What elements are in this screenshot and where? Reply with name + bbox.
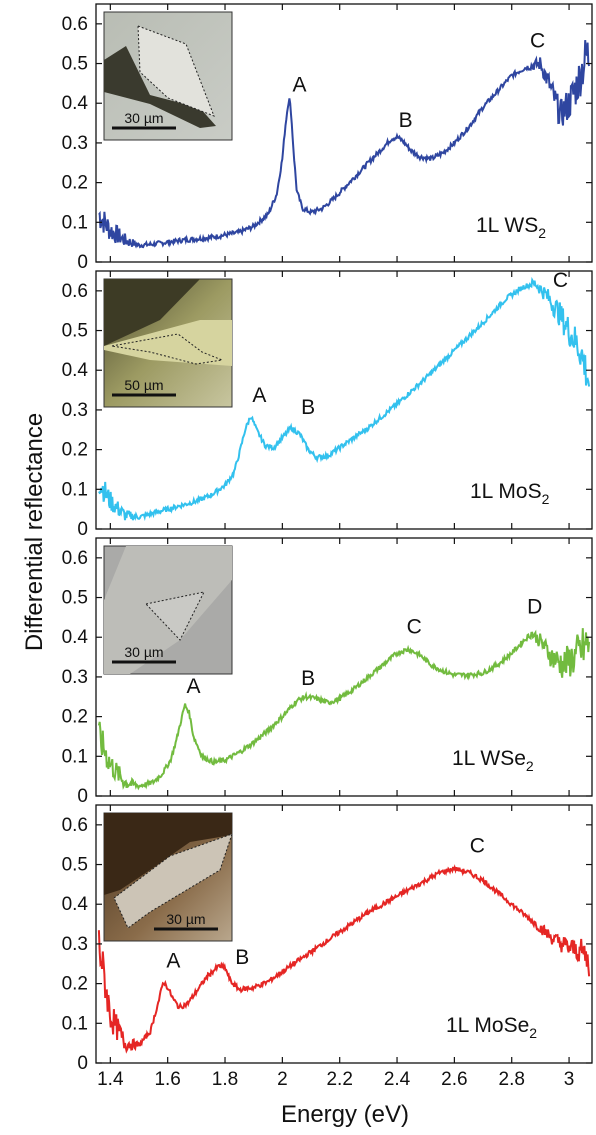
x-tick-label: 2.6 [441, 1069, 467, 1090]
series-line-mos2 [98, 276, 591, 522]
inset-micrograph: 30 µm [103, 11, 233, 141]
series-line-ws2 [98, 40, 591, 249]
y-axis-title: Differential reflectance [21, 413, 48, 651]
x-tick-label: 1.8 [212, 1069, 238, 1090]
inset-micrograph: 30 µm [103, 812, 233, 942]
x-tick-label: 2.8 [499, 1069, 525, 1090]
y-tick-label: 0.6 [62, 281, 88, 302]
y-tick-label: 0 [77, 1053, 88, 1074]
y-tick-label: 0.3 [62, 133, 88, 154]
y-tick-label: 0.5 [62, 54, 88, 75]
y-tick-label: 0.2 [62, 707, 88, 728]
x-tick-label: 1.6 [154, 1069, 180, 1090]
inset-micrograph: 30 µm [103, 545, 233, 675]
peak-label-d: D [527, 595, 542, 618]
sample-label: 1L MoSe2 [446, 1014, 537, 1041]
y-tick-label: 0.1 [62, 479, 88, 500]
y-tick-label: 0.4 [62, 360, 89, 381]
x-tick-label: 2.4 [384, 1069, 411, 1090]
y-tick-label: 0.1 [62, 212, 88, 233]
sample-label: 1L WSe2 [452, 747, 534, 774]
x-tick-label: 2.2 [326, 1069, 352, 1090]
peak-label-c: C [530, 30, 545, 53]
x-axis-title: Energy (eV) [281, 1101, 409, 1128]
y-tick-label: 0.3 [62, 400, 88, 421]
scale-bar-label: 30 µm [166, 911, 205, 927]
sample-label: 1L WS2 [476, 214, 546, 241]
y-tick-label: 0 [77, 519, 88, 540]
panel-frame [95, 270, 593, 530]
peak-label-c: C [553, 269, 568, 292]
y-tick-label: 0.6 [62, 14, 88, 35]
sample-label: 1L MoS2 [470, 480, 550, 507]
peak-label-a: A [166, 950, 180, 973]
y-tick-label: 0.5 [62, 588, 88, 609]
y-tick-label: 0 [77, 252, 88, 273]
panel-mos2: 50 µm 0 0.1 0.2 0.3 0.4 0.5 0.6 A B C 1L MoS2 [62, 269, 593, 540]
scale-bar-label: 30 µm [124, 110, 163, 126]
peak-label-a: A [293, 73, 307, 96]
y-tick-label: 0.3 [62, 934, 88, 955]
panel-mose2: 30 µm 0 0.1 0.2 0.3 0.4 0.5 0.6 A B C 1L MoSe2 1… [62, 804, 593, 1090]
x-tick-label: 1.4 [97, 1069, 124, 1090]
peak-label-c: C [470, 835, 485, 858]
y-tick-label: 0.2 [62, 173, 88, 194]
y-tick-label: 0.4 [62, 894, 89, 915]
y-tick-label: 0.2 [62, 440, 88, 461]
y-tick-label: 0.6 [62, 815, 88, 836]
panel-ws2: 30 µm 0 0.1 0.2 0.3 0.4 0.5 0.6 A B C 1L WS2 [62, 3, 593, 273]
scale-bar-label: 50 µm [124, 377, 163, 393]
y-tick-label: 0.1 [62, 1013, 88, 1034]
xlabel-group: Energy (eV) [281, 1101, 409, 1128]
inset-micrograph: 50 µm [103, 278, 233, 408]
y-tick-label: 0.4 [62, 93, 89, 114]
panel-frame [95, 537, 593, 797]
ylabel-group: Differential reflectance [21, 413, 48, 651]
peak-label-b: B [301, 396, 315, 419]
y-tick-label: 0.6 [62, 548, 88, 569]
peak-label-b: B [301, 667, 315, 690]
y-tick-label: 0.4 [62, 627, 89, 648]
peak-label-b: B [399, 109, 413, 132]
peak-label-b: B [235, 946, 249, 969]
panel-wse2: 30 µm 0 0.1 0.2 0.3 0.4 0.5 0.6 A B C D 1L WSe2 [62, 537, 593, 807]
y-tick-label: 0.1 [62, 746, 88, 767]
y-tick-label: 0 [77, 786, 88, 807]
series-line-wse2 [97, 628, 591, 791]
x-tick-label: 2 [277, 1069, 288, 1090]
y-tick-label: 0.5 [62, 321, 88, 342]
scale-bar-label: 30 µm [124, 644, 163, 660]
series-line-mose2 [97, 864, 591, 1054]
x-tick-label: 3 [564, 1069, 575, 1090]
peak-label-a: A [252, 384, 266, 407]
y-tick-label: 0.2 [62, 974, 88, 995]
panel-frame [95, 804, 593, 1064]
y-tick-label: 0.3 [62, 667, 88, 688]
peak-label-a: A [186, 675, 200, 698]
peak-label-c: C [407, 615, 422, 638]
y-tick-label: 0.5 [62, 855, 88, 876]
panel-frame [95, 3, 593, 263]
